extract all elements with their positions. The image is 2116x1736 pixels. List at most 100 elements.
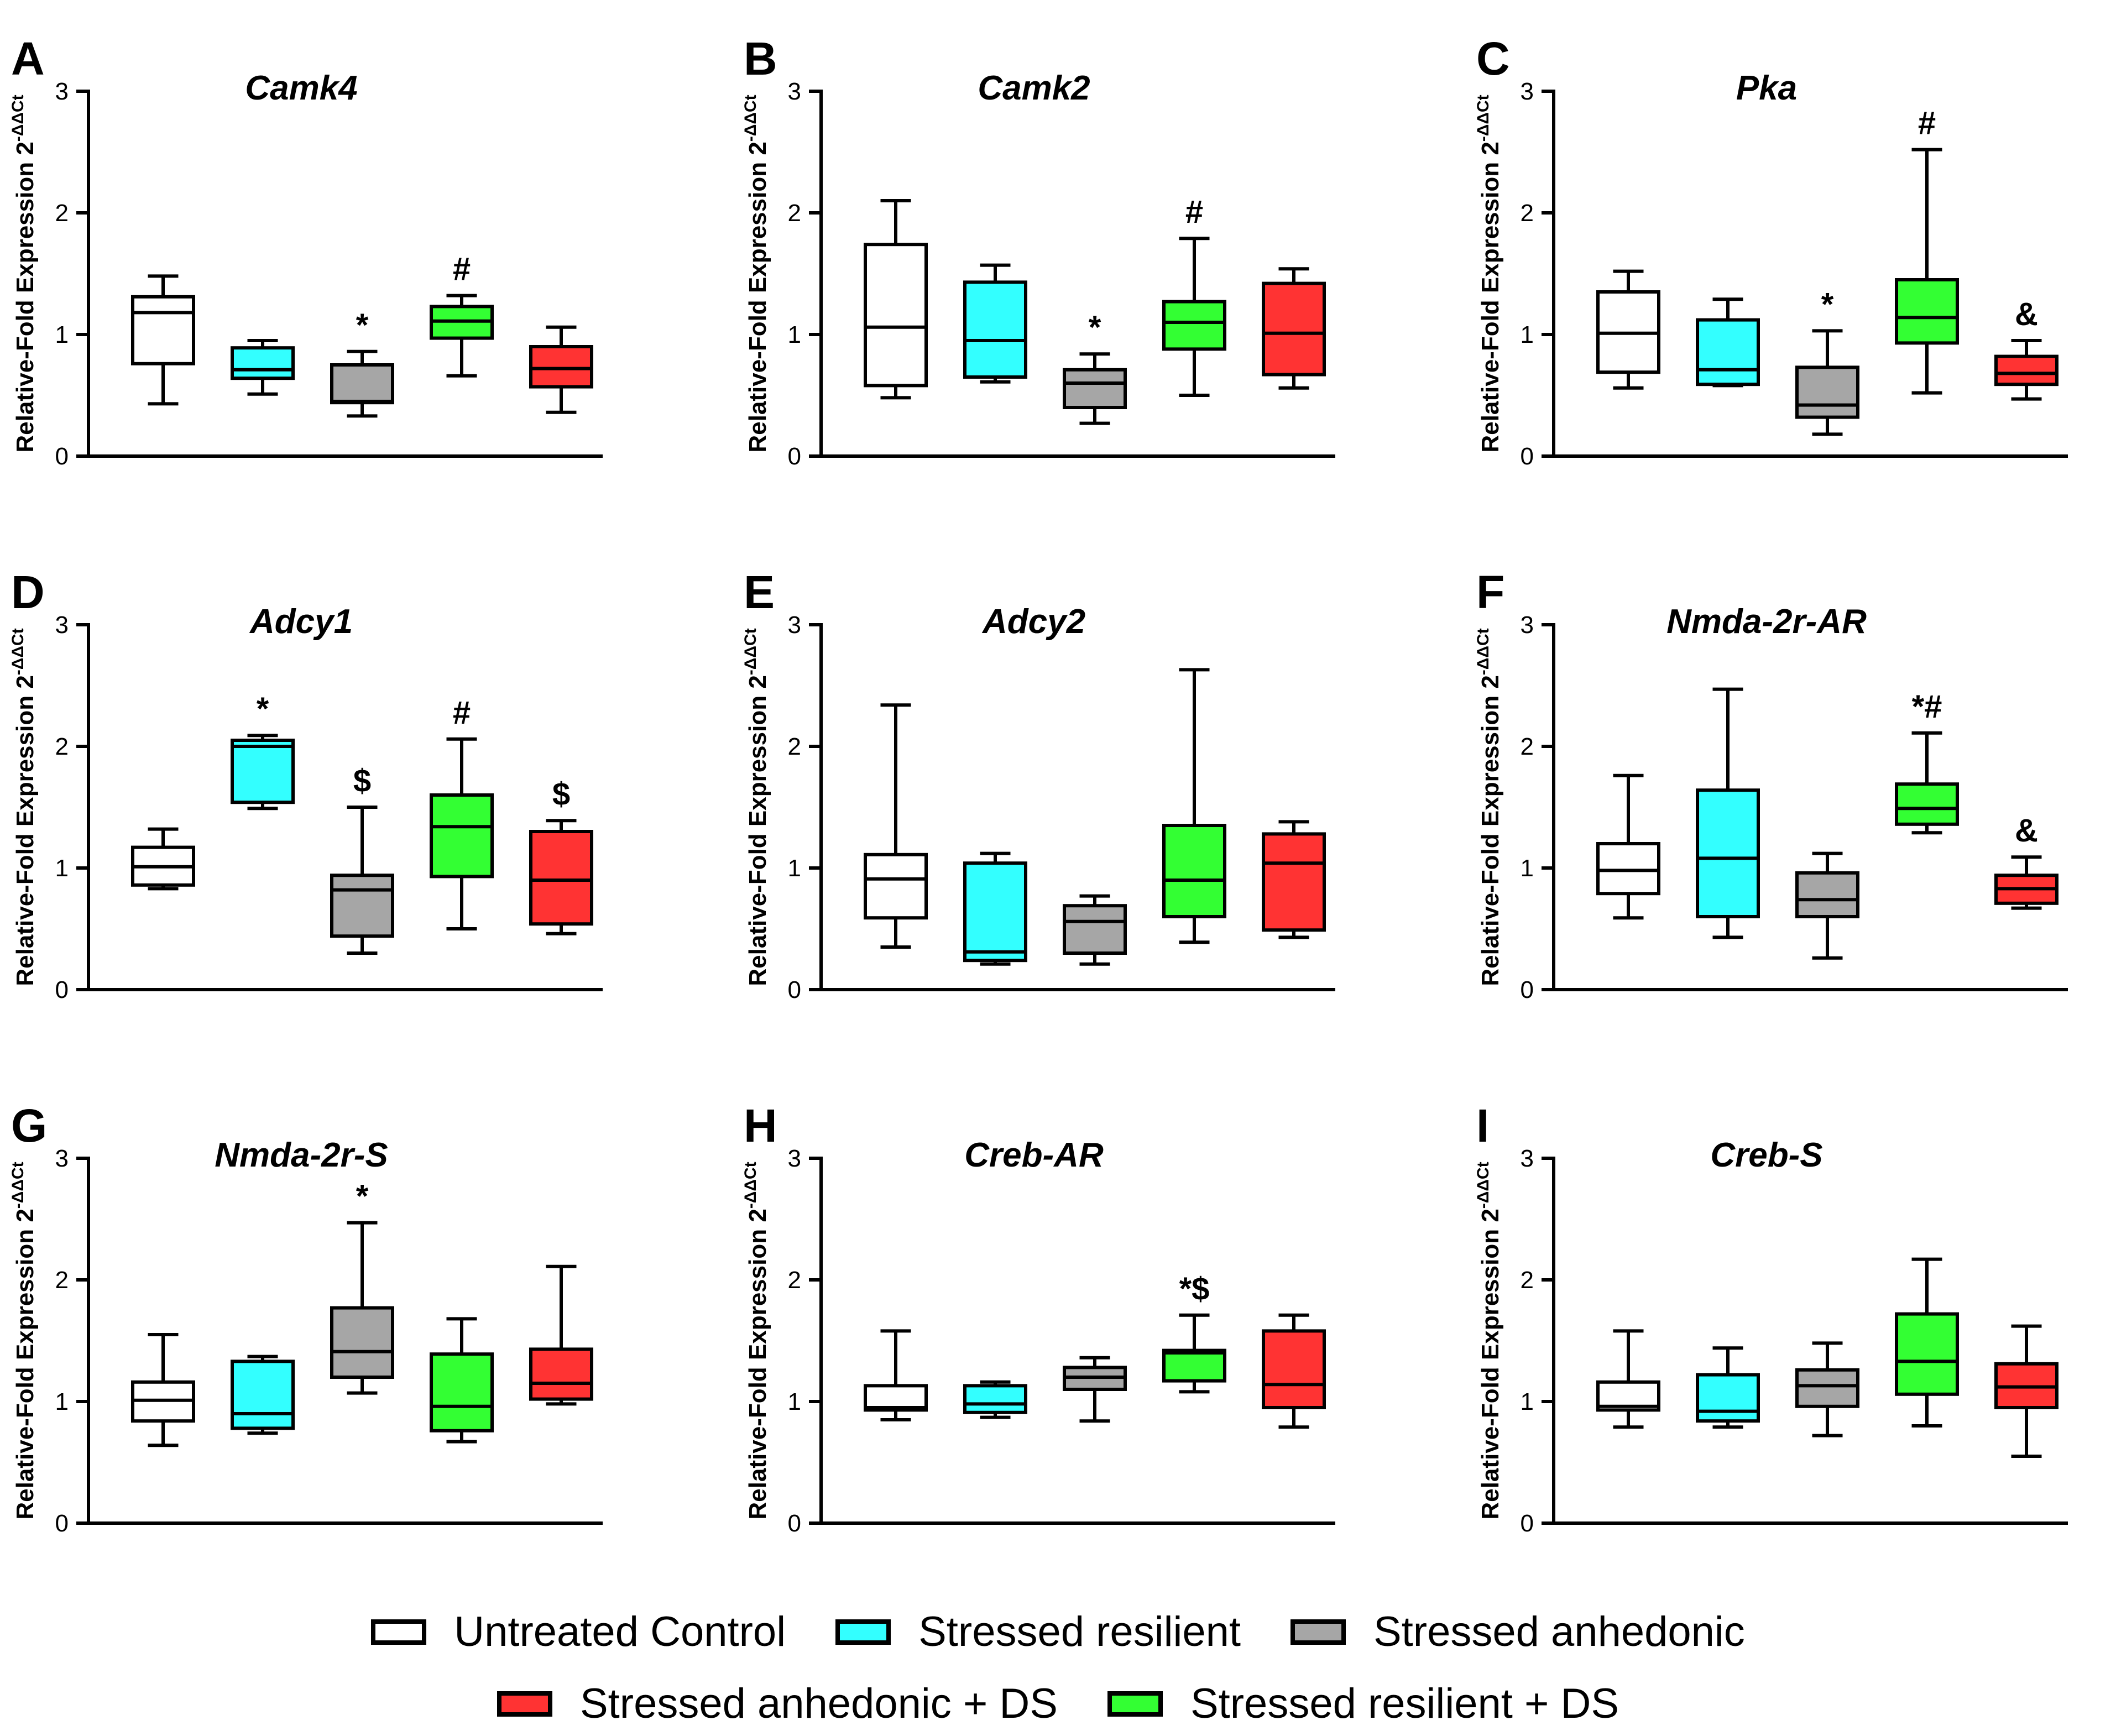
box-stressed-resilient: [963, 851, 1027, 966]
box-iqr: [963, 280, 1027, 379]
panel-letter: F: [1476, 566, 1504, 618]
panel-letter: G: [11, 1100, 47, 1152]
y-tick-label: 3: [788, 78, 801, 105]
panel-e: E Adcy2 Relative-Fold Expression 2-ΔΔCt 0 1 2…: [741, 566, 1335, 1003]
panel-title: Adcy2: [981, 603, 1085, 641]
box-iqr: [1795, 1368, 1859, 1408]
box-iqr: [231, 346, 295, 380]
box-iqr: [131, 295, 195, 365]
box-stressed-anhedonic: *: [1795, 286, 1859, 436]
y-axis-label: Relative-Fold Expression 2-ΔΔCt: [1474, 1162, 1504, 1519]
box-stressed-anhedonic-ds: [1994, 1324, 2058, 1458]
significance-mark: $: [353, 763, 371, 799]
y-tick-label: 1: [788, 321, 801, 348]
box-iqr: [1994, 354, 2058, 386]
panel-title: Creb-S: [1710, 1136, 1822, 1174]
box-stressed-resilient: [1696, 297, 1760, 388]
y-tick-label: 0: [1521, 1510, 1534, 1537]
significance-mark: #: [453, 252, 471, 287]
box-untreated-control: [131, 827, 195, 891]
panel-title: Nmda-2r-S: [215, 1136, 388, 1174]
y-tick-label: 2: [55, 200, 69, 227]
panel-d: D Adcy1 Relative-Fold Expression 2-ΔΔCt 0 1 2…: [9, 566, 603, 1003]
box-stressed-resilient-ds: *$: [1162, 1271, 1226, 1394]
box-iqr: [1696, 788, 1760, 918]
y-axis-label: Relative-Fold Expression 2-ΔΔCt: [741, 1162, 771, 1519]
legend-swatch-stressed-resilient: [835, 1619, 891, 1645]
box-iqr: [330, 874, 394, 938]
significance-mark: *: [1821, 286, 1834, 322]
box-stressed-anhedonic-ds: [1262, 820, 1326, 939]
box-untreated-control: [131, 1333, 195, 1447]
box-untreated-control: [1596, 773, 1660, 920]
box-stressed-resilient: [963, 263, 1027, 384]
box-iqr: [1063, 368, 1127, 409]
box-iqr: [529, 830, 593, 926]
panel-g: G Nmda-2r-S Relative-Fold Expression 2-ΔΔC…: [9, 1100, 603, 1537]
box-stressed-resilient: [231, 339, 295, 396]
box-stressed-anhedonic-ds: [1262, 267, 1326, 390]
y-tick-label: 1: [55, 321, 69, 348]
y-tick-label: 3: [788, 611, 801, 639]
y-tick-label: 3: [55, 611, 69, 639]
y-tick-label: 1: [1521, 321, 1534, 348]
box-iqr: [231, 739, 295, 804]
panel-letter: C: [1476, 33, 1510, 85]
box-untreated-control: [864, 199, 928, 400]
significance-mark: &: [2015, 296, 2038, 332]
box-stressed-anhedonic: [1063, 1356, 1127, 1423]
y-axis-label: Relative-Fold Expression 2-ΔΔCt: [1474, 95, 1504, 452]
y-tick-label: 0: [55, 1510, 69, 1537]
significance-mark: *: [356, 307, 369, 343]
box-stressed-resilient-ds: #: [1895, 106, 1959, 395]
panel-letter: B: [744, 33, 777, 85]
box-iqr: [1063, 904, 1127, 955]
panel-letter: D: [11, 566, 45, 618]
box-stressed-resilient-ds: #: [430, 252, 494, 378]
box-iqr: [529, 1347, 593, 1401]
panel-title: Creb-AR: [964, 1136, 1104, 1174]
box-iqr: [1696, 318, 1760, 386]
box-stressed-anhedonic-ds: [1262, 1313, 1326, 1429]
legend-item-stressed-anhedonic: Stressed anhedonic: [1291, 1608, 1745, 1656]
box-stressed-resilient-ds: #: [1162, 194, 1226, 397]
box-iqr: [963, 861, 1027, 963]
panel-f: F Nmda-2r-AR Relative-Fold Expression 2-ΔΔ…: [1474, 566, 2068, 1003]
box-iqr: [430, 793, 494, 879]
box-iqr: [1162, 1348, 1226, 1383]
y-tick-label: 0: [788, 1510, 801, 1537]
box-iqr: [529, 345, 593, 389]
box-iqr: [1162, 824, 1226, 918]
box-iqr: [864, 853, 928, 920]
panel-letter: E: [744, 566, 775, 618]
box-iqr: [330, 1306, 394, 1379]
legend-label: Untreated Control: [454, 1608, 786, 1655]
box-stressed-resilient-ds: [430, 1317, 494, 1444]
box-iqr: [963, 1384, 1027, 1414]
legend-item-untreated-control: Untreated Control: [371, 1608, 786, 1656]
box-iqr: [1162, 300, 1226, 351]
box-stressed-resilient: [963, 1380, 1027, 1419]
panel-a: A Camk4 Relative-Fold Expression 2-ΔΔCt 0 1 2…: [9, 33, 603, 470]
y-tick-label: 3: [1521, 1145, 1534, 1172]
box-stressed-anhedonic: $: [330, 763, 394, 955]
box-iqr: [430, 1352, 494, 1432]
panel-i: I Creb-S Relative-Fold Expression 2-ΔΔCt 0 1…: [1474, 1100, 2068, 1537]
y-tick-label: 1: [1521, 855, 1534, 882]
box-stressed-anhedonic: *: [1063, 310, 1127, 425]
panel-letter: H: [744, 1100, 777, 1152]
legend-label: Stressed anhedonic + DS: [579, 1680, 1058, 1727]
panel-b: B Camk2 Relative-Fold Expression 2-ΔΔCt 0 1 2…: [741, 33, 1335, 470]
box-stressed-resilient-ds: *#: [1895, 689, 1959, 835]
box-iqr: [1795, 871, 1859, 919]
significance-mark: *$: [1179, 1271, 1210, 1307]
box-stressed-anhedonic-ds: $: [529, 776, 593, 935]
box-iqr: [1895, 278, 1959, 345]
y-tick-label: 3: [1521, 611, 1534, 639]
panel-h: H Creb-AR Relative-Fold Expression 2-ΔΔCt 0…: [741, 1100, 1335, 1537]
box-untreated-control: [864, 703, 928, 949]
box-iqr: [1262, 1329, 1326, 1409]
box-stressed-resilient: [1696, 687, 1760, 939]
box-stressed-anhedonic: [1795, 851, 1859, 960]
significance-mark: #: [1918, 106, 1936, 142]
